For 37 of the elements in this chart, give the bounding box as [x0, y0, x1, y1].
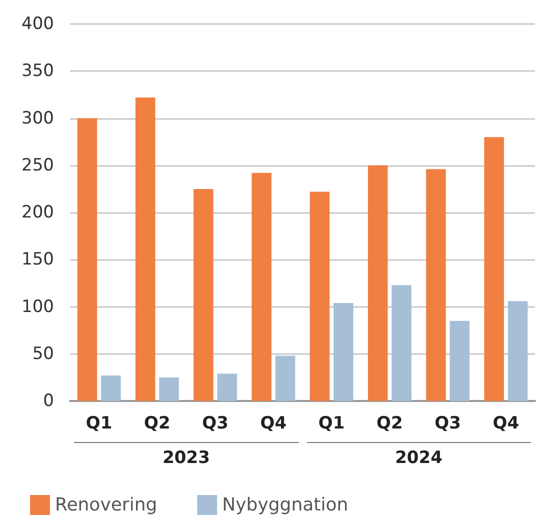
y-tick-label: 300	[22, 108, 54, 128]
text: 2023	[162, 448, 211, 468]
x-tick-label: Q3	[434, 414, 461, 434]
y-tick-label: 100	[22, 296, 54, 317]
bar	[159, 377, 179, 401]
bar	[275, 356, 296, 401]
bar	[252, 172, 272, 401]
legend-label: Renovering	[55, 494, 158, 516]
bar	[101, 376, 121, 401]
y-tick-label: 150	[22, 250, 54, 270]
y-tick-label: 350	[22, 61, 54, 82]
x-tick-label: Q4	[492, 414, 520, 434]
bar	[217, 374, 238, 401]
bar	[135, 98, 156, 401]
x-tick-label: Q2	[144, 414, 170, 434]
legend-label: Nybyggnation	[222, 494, 348, 516]
x-tick-label: Q2	[376, 414, 403, 434]
bar	[368, 165, 388, 401]
y-tick-label: 250	[22, 155, 54, 176]
bar	[450, 320, 470, 401]
x-tick-label: Q3	[202, 414, 228, 434]
bar	[484, 137, 504, 401]
y-tick-label: 50	[32, 344, 54, 364]
bar	[310, 192, 330, 401]
y-tick-label: 200	[22, 202, 54, 222]
y-tick-label: 0	[43, 391, 54, 411]
bar	[334, 302, 354, 401]
text: 2024	[394, 448, 444, 468]
x-tick-label: Q1	[318, 414, 345, 434]
bar	[508, 301, 528, 401]
bar	[194, 188, 214, 401]
x-tick-label: Q1	[86, 414, 112, 434]
bar	[392, 285, 412, 401]
y-tick-label: 400	[22, 14, 54, 34]
bar	[77, 118, 98, 401]
bar	[426, 169, 446, 401]
x-tick-label: Q4	[260, 414, 287, 434]
